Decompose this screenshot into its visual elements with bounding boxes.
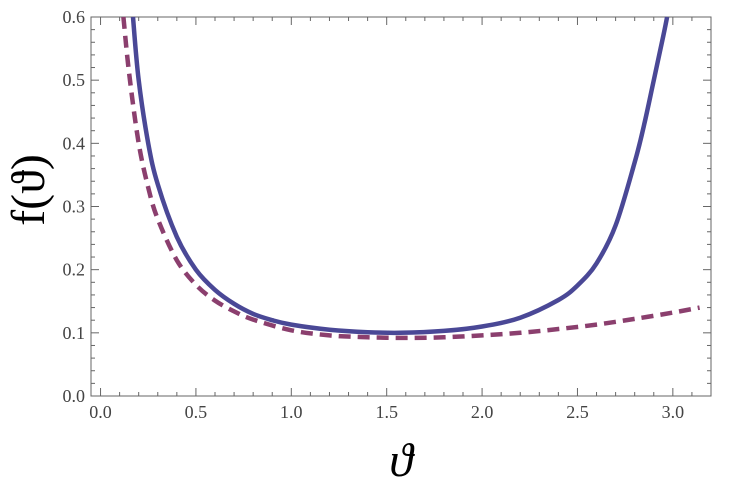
- y-tick-labels: 0.0 0.1 0.2 0.3 0.4 0.5 0.6: [63, 7, 86, 406]
- x-tick-label: 1.0: [280, 402, 303, 422]
- dashed-series-line: [121, 16, 700, 341]
- y-tick-label: 0.3: [63, 197, 86, 217]
- x-tick-label: 0.0: [89, 402, 112, 422]
- y-tick-label: 0.2: [63, 260, 86, 280]
- x-tick-label: 3.0: [662, 402, 685, 422]
- y-tick-label: 0.5: [63, 70, 86, 90]
- y-axis-title: f(ϑ): [2, 154, 55, 226]
- y-tick-label: 0.4: [63, 133, 86, 153]
- major-ticks: [91, 16, 711, 397]
- y-tick-label: 0.0: [63, 386, 86, 406]
- solid-series-line: [130, 16, 670, 336]
- x-tick-label: 0.5: [185, 402, 208, 422]
- series-layer: [121, 16, 700, 341]
- x-axis-title: ϑ: [389, 434, 415, 481]
- minor-ticks: [91, 17, 711, 396]
- x-tick-label: 2.5: [566, 402, 589, 422]
- y-tick-label: 0.6: [63, 7, 86, 27]
- x-tick-labels: 0.0 0.5 1.0 1.5 2.0 2.5 3.0: [89, 402, 684, 422]
- x-tick-label: 2.0: [471, 402, 494, 422]
- x-tick-label: 1.5: [375, 402, 398, 422]
- y-tick-label: 0.1: [63, 323, 86, 343]
